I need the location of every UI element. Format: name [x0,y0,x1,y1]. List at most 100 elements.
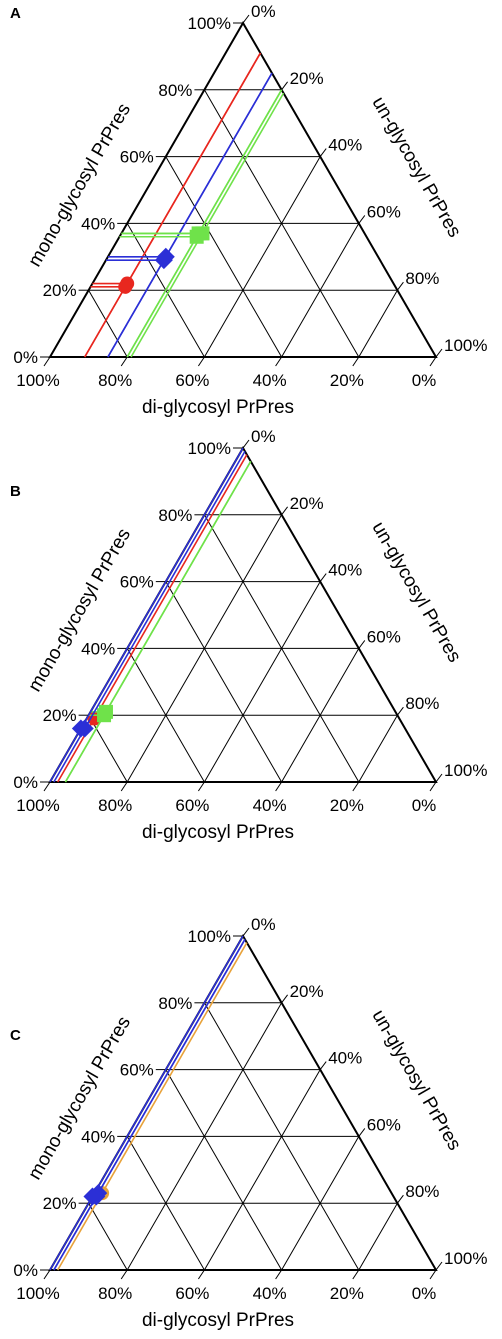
projection-line [57,1192,103,1271]
tick-mark-bottom [429,356,437,367]
tick-mark-bottom [43,1269,51,1280]
data-point-circle [118,279,133,294]
tick-mark-bottom [275,781,283,792]
series [105,72,273,358]
tick-label-left: 20% [43,706,77,725]
gridline-di [126,648,205,783]
triangle-frame [48,446,438,783]
gridline-di [88,1202,128,1271]
series [84,52,262,358]
gridline-di [88,714,128,783]
tick-label-right: 40% [328,1049,362,1068]
tick-mark-right [435,1261,443,1271]
tick-label-right: 40% [328,561,362,580]
tick-mark-right [281,994,289,1004]
triangle-frame [48,934,438,1271]
series [119,89,285,358]
tick-label-bottom: 80% [98,1284,132,1303]
tick-label-right: 20% [290,69,324,88]
axis-title-bottom: di-glycosyl PrPres [142,397,294,418]
tick-label-right: 100% [444,761,487,780]
tick-mark-bottom [120,781,128,792]
tick-label-bottom: 20% [330,371,364,390]
projection-line [80,447,244,729]
projection-line [49,728,82,783]
tick-label-bottom: 60% [175,371,209,390]
gridline-di [165,581,283,783]
panel-label: C [10,1027,21,1044]
tick-label-left: 0% [13,1261,38,1280]
projection-line [97,938,246,1194]
gridline-un [203,1069,321,1271]
projection-line [105,460,252,713]
projection-line [93,454,248,719]
tick-mark-bottom [197,1269,205,1280]
tick-mark-right [396,706,404,716]
tick-mark-bottom [429,781,437,792]
tick-mark-bottom [429,1269,437,1280]
tick-label-bottom: 100% [16,1284,59,1303]
panel-label: B [10,483,21,500]
tick-mark-right [358,1128,366,1137]
tick-label-left: 40% [81,639,115,658]
tick-mark-bottom [43,356,51,367]
tick-label-left: 60% [120,573,154,592]
projection-line [49,1196,94,1271]
tick-mark-right [358,215,366,224]
tick-mark-bottom [120,356,128,367]
tick-label-left: 60% [120,1061,154,1080]
tick-mark-right [242,927,250,937]
projection-line [64,711,107,783]
gridline-un [358,1202,398,1271]
tick-label-left: 80% [158,994,192,1013]
series [49,935,246,1271]
tick-mark-bottom [197,356,205,367]
tick-label-left: 20% [43,1194,77,1213]
tick-label-right: 60% [367,1115,401,1134]
projection-line [195,89,283,238]
gridline-di [165,156,283,358]
gridline-di [126,1136,205,1271]
projection-line [107,256,167,358]
tick-mark-right [396,281,404,291]
tick-mark-bottom [43,781,51,792]
axis-title-bottom: di-glycosyl PrPres [142,1310,294,1331]
tick-mark-right [358,640,366,649]
tick-label-left: 0% [13,348,38,367]
projection-line [101,942,248,1194]
tick-label-bottom: 80% [98,371,132,390]
gridline-un [281,1136,360,1271]
gridline-un [281,223,360,358]
tick-mark-right [281,81,289,91]
tick-label-right: 60% [367,202,401,221]
projection-line [126,236,198,358]
tick-label-bottom: 0% [412,371,437,390]
projection-line [91,935,244,1197]
tick-label-right: 0% [251,915,276,934]
projection-line [130,233,204,358]
ternary-panel-a: A 0% 20% 40% 60% 80% 100% 0% 20% 40% 60% 80% 100% 100… [10,2,487,418]
tick-label-bottom: 100% [16,796,59,815]
tick-label-left: 100% [188,439,231,458]
triangle-frame [48,21,438,358]
series [64,460,252,783]
projection-line [53,728,86,783]
gridline-un [281,648,360,783]
tick-mark-right [281,506,289,516]
tick-label-right: 100% [444,336,487,355]
data-point-square [189,229,204,244]
gridline-di [88,289,128,358]
tick-label-right: 20% [290,982,324,1001]
tick-mark-right [242,14,250,24]
tick-mark-right [319,148,327,157]
projection-line [165,72,273,258]
tick-label-left: 0% [13,773,38,792]
ternary-panel-b: B 0% 20% 40% 60% 80% 100% 0% 20% 40% 60% 80% 100% 100… [10,427,487,843]
projection-line [124,52,262,288]
tick-label-left: 60% [120,148,154,167]
tick-mark-right [396,1194,404,1204]
gridline-un [358,714,398,783]
axis-title-bottom: di-glycosyl PrPres [142,822,294,843]
